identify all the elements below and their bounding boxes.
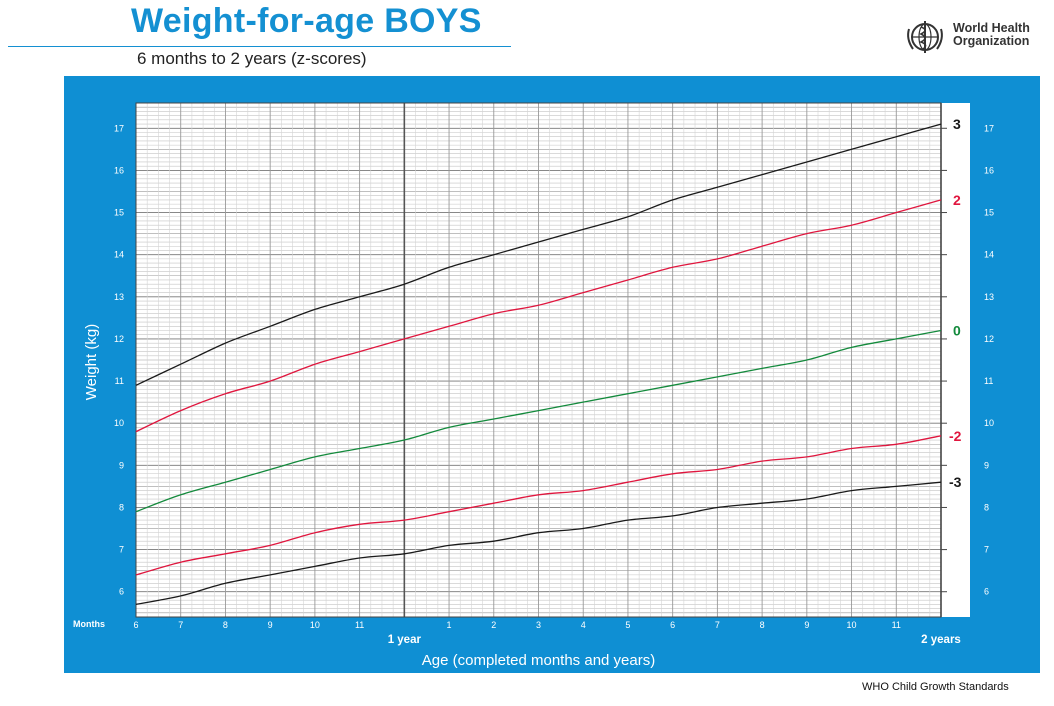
x-tick-label: 3 <box>536 620 541 630</box>
y-tick-label-left: 16 <box>114 165 124 175</box>
org-name-line1: World Health <box>953 21 1030 35</box>
series-line-z2 <box>135 199 942 433</box>
x-tick-label: 8 <box>760 620 765 630</box>
x-tick-label: 6 <box>670 620 675 630</box>
who-emblem-icon <box>907 21 943 53</box>
y-tick-label-right: 9 <box>984 460 989 470</box>
x-tick-label: 10 <box>847 620 857 630</box>
x-tick-label: 5 <box>625 620 630 630</box>
y-tick-label-right: 11 <box>984 376 993 386</box>
who-logo: World Health Organization <box>903 17 1043 57</box>
y-tick-label-left: 12 <box>114 334 124 344</box>
y-tick-label-right: 17 <box>984 123 994 133</box>
x-tick-label: 1 <box>447 620 452 630</box>
series-line-z-3 <box>135 481 942 606</box>
y-tick-label-left: 6 <box>119 587 124 597</box>
x-tick-label: 4 <box>581 620 586 630</box>
y-tick-label-right: 13 <box>984 292 994 302</box>
x-tick-label: 11 <box>892 620 901 630</box>
series-label-z3: 3 <box>953 116 961 132</box>
y-tick-label-left: 13 <box>114 292 124 302</box>
y-tick-label-left: 10 <box>114 418 124 428</box>
y-tick-label-left: 8 <box>119 502 124 512</box>
x-tick-label: 10 <box>310 620 320 630</box>
x-year-label: 1 year <box>388 634 422 646</box>
x-tick-label: 2 <box>491 620 496 630</box>
org-name: World Health Organization <box>953 22 1030 48</box>
y-tick-label-left: 14 <box>114 250 124 260</box>
y-tick-label-left: 15 <box>114 208 124 218</box>
y-tick-label-right: 7 <box>984 545 989 555</box>
y-tick-label-right: 6 <box>984 587 989 597</box>
series-label-z-2: -2 <box>949 428 962 444</box>
x-tick-label: 6 <box>133 620 138 630</box>
org-name-line2: Organization <box>953 34 1030 48</box>
y-tick-label-right: 8 <box>984 502 989 512</box>
footer-source: WHO Child Growth Standards <box>862 681 1009 693</box>
series-line-z-2 <box>135 435 942 576</box>
y-tick-label-right: 14 <box>984 250 994 260</box>
x-tick-label: 9 <box>804 620 809 630</box>
y-axis-label: Weight (kg) <box>83 324 100 400</box>
page-subtitle: 6 months to 2 years (z-scores) <box>137 49 367 68</box>
x-tick-label: 9 <box>268 620 273 630</box>
x-axis-label: Age (completed months and years) <box>422 652 655 669</box>
x-tick-label: 7 <box>178 620 183 630</box>
series-label-z0: 0 <box>953 323 961 339</box>
y-tick-label-left: 7 <box>119 545 124 555</box>
series-line-z0 <box>135 329 942 513</box>
x-year-label: 2 years <box>921 634 961 646</box>
x-tick-label: 8 <box>223 620 228 630</box>
y-tick-label-right: 15 <box>984 208 994 218</box>
y-tick-label-left: 11 <box>115 376 124 386</box>
x-tick-label: 7 <box>715 620 720 630</box>
title-underline <box>8 46 511 47</box>
x-tick-label: 11 <box>355 620 364 630</box>
series-label-z2: 2 <box>953 192 961 208</box>
y-tick-label-left: 17 <box>114 123 124 133</box>
y-tick-label-right: 12 <box>984 334 994 344</box>
series-line-z3 <box>135 123 942 386</box>
y-tick-label-left: 9 <box>119 460 124 470</box>
y-tick-label-right: 16 <box>984 165 994 175</box>
x-unit-label: Months <box>73 619 105 629</box>
y-tick-label-right: 10 <box>984 418 994 428</box>
page-title: Weight-for-age BOYS <box>131 2 482 40</box>
series-label-z-3: -3 <box>949 474 962 490</box>
